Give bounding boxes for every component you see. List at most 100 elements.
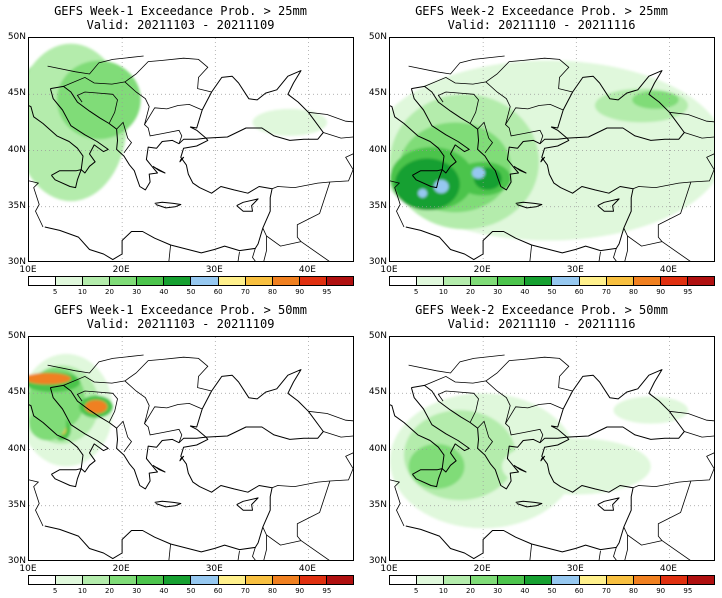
colorbar-label: 5	[413, 587, 419, 595]
map-panel: GEFS Week-2 Exceedance Prob. > 50mm Valid…	[361, 299, 722, 598]
colorbar-swatch	[326, 576, 353, 584]
probability-contour	[29, 406, 67, 441]
colorbar-swatch	[299, 576, 327, 584]
colorbar-swatch	[29, 576, 57, 584]
panel-title: GEFS Week-1 Exceedance Prob. > 25mm	[54, 4, 307, 18]
colorbar-swatch	[29, 277, 57, 285]
coastline	[390, 88, 470, 174]
country-border	[424, 76, 544, 144]
probability-contour	[56, 60, 141, 140]
colorbar-label: 80	[629, 288, 638, 296]
probability-field	[29, 353, 113, 467]
country-border	[505, 402, 564, 424]
lat-tick-label: 50N	[7, 32, 26, 42]
panel-valid-dates: Valid: 20211110 - 20211116	[447, 18, 636, 32]
coastline	[44, 85, 273, 261]
country-border	[237, 248, 256, 261]
country-border	[390, 479, 405, 527]
coastline	[189, 70, 324, 141]
colorbar-label: 20	[105, 587, 114, 595]
country-border	[271, 153, 353, 190]
lon-tick-label: 10E	[380, 265, 398, 275]
probability-contour	[29, 373, 71, 385]
coastline	[236, 198, 259, 212]
country-border	[168, 543, 171, 560]
country-border	[477, 121, 494, 154]
country-border	[47, 354, 144, 374]
country-border	[632, 452, 714, 489]
country-border	[529, 244, 532, 261]
colorbar-label: 50	[186, 587, 196, 595]
country-border	[308, 410, 353, 422]
coastline	[29, 88, 109, 174]
colorbar-swatch	[56, 277, 84, 285]
coastline	[154, 500, 182, 508]
lat-tick-label: 30N	[368, 556, 387, 566]
coastline	[51, 169, 82, 189]
colorbar-swatch	[164, 277, 192, 285]
map-canvas	[29, 38, 353, 261]
lat-tick-label: 35N	[7, 499, 26, 510]
colorbar-swatch	[687, 277, 714, 285]
colorbar-label: 90	[295, 288, 305, 296]
colorbar-swatch	[417, 576, 445, 584]
country-border	[116, 121, 133, 154]
colorbar-label: 70	[601, 288, 611, 296]
probability-contour	[471, 167, 486, 179]
country-border	[144, 103, 203, 125]
lon-tick-label: 30E	[205, 265, 223, 275]
coastline	[29, 387, 109, 473]
country-border	[505, 103, 564, 125]
colorbar-swatch	[444, 576, 472, 584]
panel-valid-dates: Valid: 20211103 - 20211109	[86, 18, 275, 32]
country-border	[485, 356, 573, 392]
country-border	[623, 181, 692, 247]
country-border	[437, 390, 479, 423]
country-border	[262, 480, 331, 546]
colorbar-swatch	[218, 277, 246, 285]
colorbar-swatch	[471, 277, 499, 285]
colorbar-swatch	[525, 576, 553, 584]
country-border	[323, 132, 353, 139]
colorbar-swatch	[579, 576, 607, 584]
lon-tick-label: 20E	[112, 564, 130, 574]
probability-contour	[252, 108, 328, 136]
colorbar-swatch	[633, 277, 661, 285]
country-border	[308, 111, 353, 123]
lat-tick-label: 50N	[368, 32, 387, 42]
colorbar-label: 10	[438, 288, 448, 296]
colorbar-label: 90	[656, 587, 666, 595]
lat-tick-label: 50N	[368, 331, 387, 341]
coastline	[405, 384, 634, 560]
probability-contour	[408, 443, 465, 489]
coastline	[515, 201, 543, 209]
colorbar-label: 60	[574, 587, 584, 595]
colorbar-swatch	[471, 576, 499, 584]
colorbar-label: 40	[159, 288, 169, 296]
country-border	[684, 431, 714, 438]
coastline	[154, 201, 182, 209]
panel-valid-dates: Valid: 20211103 - 20211109	[86, 317, 275, 331]
country-border	[262, 181, 331, 247]
colorbar-swatch	[83, 576, 111, 584]
lon-tick-label: 20E	[473, 265, 491, 275]
country-border	[76, 390, 118, 423]
country-border	[624, 535, 628, 560]
coastline	[179, 455, 185, 462]
country-border	[684, 132, 714, 139]
colorbar	[389, 575, 715, 585]
lat-tick-label: 50N	[7, 331, 26, 341]
coastline	[412, 169, 443, 189]
map-area	[389, 336, 715, 561]
lon-tick-label: 20E	[112, 265, 130, 275]
probability-field	[29, 43, 328, 202]
colorbar-label: 80	[268, 288, 277, 296]
map-canvas	[390, 38, 714, 261]
colorbar-swatch	[660, 576, 688, 584]
map-area	[28, 336, 354, 561]
coastline	[540, 156, 546, 163]
colorbar-label: 50	[547, 587, 557, 595]
colorbar-label: 80	[629, 587, 638, 595]
colorbar-label: 20	[466, 288, 475, 296]
lat-tick-label: 35N	[368, 200, 387, 211]
